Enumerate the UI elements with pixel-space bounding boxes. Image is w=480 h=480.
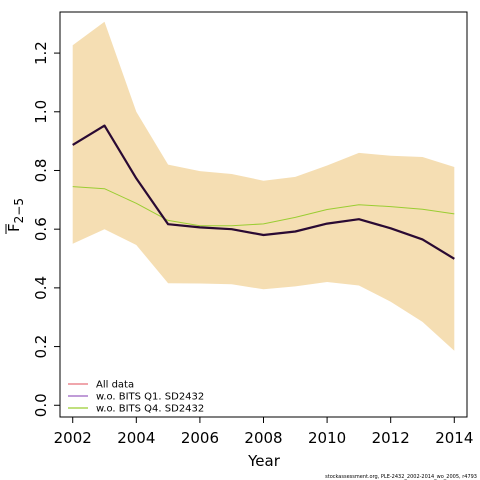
legend-label: w.o. BITS Q1. SD2432 <box>96 392 204 403</box>
y-axis-title-subscript: 2−5 <box>12 198 26 223</box>
estimate-line <box>72 124 455 260</box>
y-tick-label: 0.0 <box>32 393 50 417</box>
footer-text: stockassessment.org, PLE-2432_2002-2014_… <box>325 474 477 480</box>
confidence-band <box>72 21 455 351</box>
y-tick-label: 1.0 <box>32 100 50 124</box>
legend-label: All data <box>96 380 134 391</box>
x-tick-label: 2008 <box>244 429 282 447</box>
y-tick-label: 0.8 <box>32 159 50 183</box>
x-axis-title: Year <box>247 452 281 470</box>
x-tick-label: 2012 <box>372 429 410 447</box>
y-axis-title-main: F <box>5 223 23 232</box>
x-tick-label: 2002 <box>54 429 92 447</box>
series-line-3 <box>72 186 455 227</box>
x-tick-label: 2006 <box>181 429 219 447</box>
legend-label: w.o. BITS Q4. SD2432 <box>96 404 204 415</box>
y-tick-label: 0.4 <box>32 276 50 300</box>
x-tick-label: 2004 <box>117 429 155 447</box>
x-tick-label: 2010 <box>308 429 346 447</box>
y-tick-label: 0.2 <box>32 335 50 359</box>
y-tick-label: 1.2 <box>32 41 50 65</box>
y-tick-label: 0.6 <box>32 217 50 241</box>
x-tick-label: 2014 <box>435 429 473 447</box>
svg-text:F2−5: F2−5 <box>5 198 26 232</box>
y-axis-title: F2−5 <box>5 198 26 234</box>
